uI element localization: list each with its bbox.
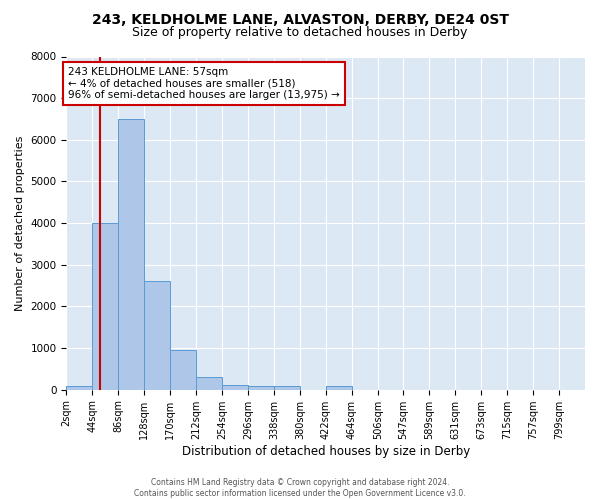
- X-axis label: Distribution of detached houses by size in Derby: Distribution of detached houses by size …: [182, 444, 470, 458]
- Bar: [144, 282, 170, 390]
- Bar: [67, 386, 92, 390]
- Bar: [274, 386, 300, 390]
- Y-axis label: Number of detached properties: Number of detached properties: [15, 136, 25, 311]
- Bar: [170, 350, 196, 390]
- Bar: [196, 377, 222, 390]
- Bar: [326, 386, 352, 390]
- Bar: [222, 384, 248, 390]
- Bar: [248, 386, 274, 390]
- Text: 243 KELDHOLME LANE: 57sqm
← 4% of detached houses are smaller (518)
96% of semi-: 243 KELDHOLME LANE: 57sqm ← 4% of detach…: [68, 67, 340, 100]
- Text: Size of property relative to detached houses in Derby: Size of property relative to detached ho…: [133, 26, 467, 39]
- Text: Contains HM Land Registry data © Crown copyright and database right 2024.
Contai: Contains HM Land Registry data © Crown c…: [134, 478, 466, 498]
- Bar: [92, 223, 118, 390]
- Text: 243, KELDHOLME LANE, ALVASTON, DERBY, DE24 0ST: 243, KELDHOLME LANE, ALVASTON, DERBY, DE…: [91, 12, 509, 26]
- Bar: [118, 119, 144, 390]
